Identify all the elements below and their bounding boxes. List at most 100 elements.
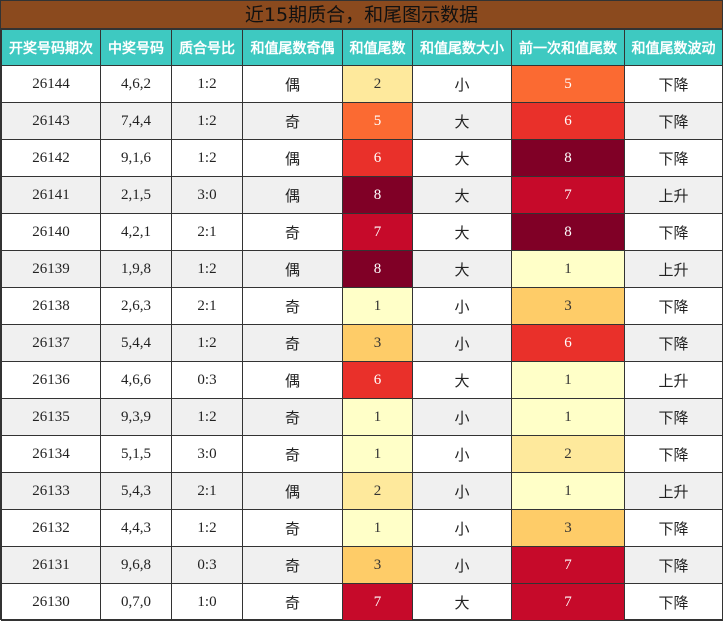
table-cell: 下降 [624, 102, 723, 140]
table-row: 26135 9,3,9 1:2 奇 1 小 1 下降 [1, 398, 723, 436]
table-cell: 1,9,8 [100, 250, 172, 288]
table-row: 26144 4,6,2 1:2 偶 2 小 5 下降 [1, 65, 723, 103]
table-cell: 2,6,3 [100, 287, 172, 325]
table-cell: 小 [412, 287, 512, 325]
table-cell: 小 [412, 509, 512, 547]
table-cell: 奇 [242, 435, 343, 473]
table-cell: 26140 [1, 213, 101, 251]
table-cell: 5,4,3 [100, 472, 172, 510]
table-row: 26142 9,1,6 1:2 偶 6 大 8 下降 [1, 139, 723, 177]
heat-cell: 8 [511, 139, 625, 177]
table-cell: 偶 [242, 250, 343, 288]
table-row: 26137 5,4,4 1:2 奇 3 小 6 下降 [1, 324, 723, 362]
table-cell: 4,2,1 [100, 213, 172, 251]
heat-cell: 1 [511, 472, 625, 510]
heat-cell: 8 [342, 250, 413, 288]
table-cell: 26132 [1, 509, 101, 547]
table-cell: 奇 [242, 102, 343, 140]
table-cell: 0:3 [171, 546, 243, 584]
table-cell: 9,1,6 [100, 139, 172, 177]
table-cell: 26131 [1, 546, 101, 584]
table-cell: 0:3 [171, 361, 243, 399]
table-cell: 26135 [1, 398, 101, 436]
table-cell: 1:2 [171, 324, 243, 362]
table-cell: 上升 [624, 472, 723, 510]
table-cell: 3:0 [171, 435, 243, 473]
table-row: 26139 1,9,8 1:2 偶 8 大 1 上升 [1, 250, 723, 288]
table-row: 26131 9,6,8 0:3 奇 3 小 7 下降 [1, 546, 723, 584]
table-cell: 1:2 [171, 102, 243, 140]
table-cell: 大 [412, 102, 512, 140]
table-cell: 5,1,5 [100, 435, 172, 473]
table-cell: 26143 [1, 102, 101, 140]
table-cell: 偶 [242, 472, 343, 510]
table-row: 26133 5,4,3 2:1 偶 2 小 1 上升 [1, 472, 723, 510]
table-cell: 9,6,8 [100, 546, 172, 584]
table-cell: 下降 [624, 139, 723, 177]
table-cell: 26138 [1, 287, 101, 325]
table-cell: 26144 [1, 65, 101, 103]
table-cell: 2,1,5 [100, 176, 172, 214]
heat-cell: 1 [342, 398, 413, 436]
table-cell: 2:1 [171, 472, 243, 510]
table-cell: 1:2 [171, 65, 243, 103]
table-cell: 上升 [624, 250, 723, 288]
table-cell: 1:2 [171, 250, 243, 288]
table-cell: 大 [412, 583, 512, 621]
table-cell: 大 [412, 361, 512, 399]
heat-cell: 2 [342, 472, 413, 510]
data-table: 开奖号码期次 中奖号码 质合号比 和值尾数奇偶 和值尾数 和值尾数大小 前一次和值尾数 和值尾… [1, 29, 723, 621]
table-cell: 偶 [242, 65, 343, 103]
table-cell: 9,3,9 [100, 398, 172, 436]
table-cell: 大 [412, 213, 512, 251]
heat-cell: 8 [342, 176, 413, 214]
table-cell: 26139 [1, 250, 101, 288]
table-cell: 奇 [242, 287, 343, 325]
table-cell: 5,4,4 [100, 324, 172, 362]
table-cell: 1:2 [171, 398, 243, 436]
heat-cell: 1 [511, 361, 625, 399]
table-cell: 下降 [624, 213, 723, 251]
heat-cell: 7 [511, 583, 625, 621]
table-cell: 26133 [1, 472, 101, 510]
heat-cell: 7 [511, 176, 625, 214]
table-cell: 大 [412, 250, 512, 288]
heat-cell: 6 [342, 139, 413, 177]
table-cell: 4,6,2 [100, 65, 172, 103]
column-header: 和值尾数 [342, 29, 413, 66]
table-cell: 小 [412, 472, 512, 510]
heat-cell: 1 [511, 398, 625, 436]
table-cell: 奇 [242, 324, 343, 362]
table-cell: 7,4,4 [100, 102, 172, 140]
table-cell: 奇 [242, 546, 343, 584]
heat-cell: 5 [342, 102, 413, 140]
table-cell: 26141 [1, 176, 101, 214]
table-cell: 2:1 [171, 213, 243, 251]
table-cell: 2:1 [171, 287, 243, 325]
header-row: 开奖号码期次 中奖号码 质合号比 和值尾数奇偶 和值尾数 和值尾数大小 前一次和值尾数 和值尾… [1, 29, 723, 66]
table-cell: 偶 [242, 176, 343, 214]
table-row: 26132 4,4,3 1:2 奇 1 小 3 下降 [1, 509, 723, 547]
table-cell: 1:2 [171, 139, 243, 177]
table-cell: 偶 [242, 139, 343, 177]
heat-cell: 7 [342, 583, 413, 621]
table-cell: 下降 [624, 546, 723, 584]
title: 近15期质合，和尾图示数据 [1, 1, 722, 29]
table-cell: 下降 [624, 324, 723, 362]
column-header: 和值尾数大小 [412, 29, 512, 66]
heat-cell: 1 [342, 509, 413, 547]
table-cell: 下降 [624, 398, 723, 436]
heat-cell: 6 [511, 324, 625, 362]
column-header: 质合号比 [171, 29, 243, 66]
column-header: 开奖号码期次 [1, 29, 101, 66]
table-row: 26136 4,6,6 0:3 偶 6 大 1 上升 [1, 361, 723, 399]
table-row: 26138 2,6,3 2:1 奇 1 小 3 下降 [1, 287, 723, 325]
table-cell: 小 [412, 65, 512, 103]
heat-cell: 3 [511, 287, 625, 325]
table-cell: 下降 [624, 509, 723, 547]
column-header: 中奖号码 [100, 29, 172, 66]
table-cell: 下降 [624, 65, 723, 103]
table-cell: 下降 [624, 583, 723, 621]
table-cell: 26142 [1, 139, 101, 177]
